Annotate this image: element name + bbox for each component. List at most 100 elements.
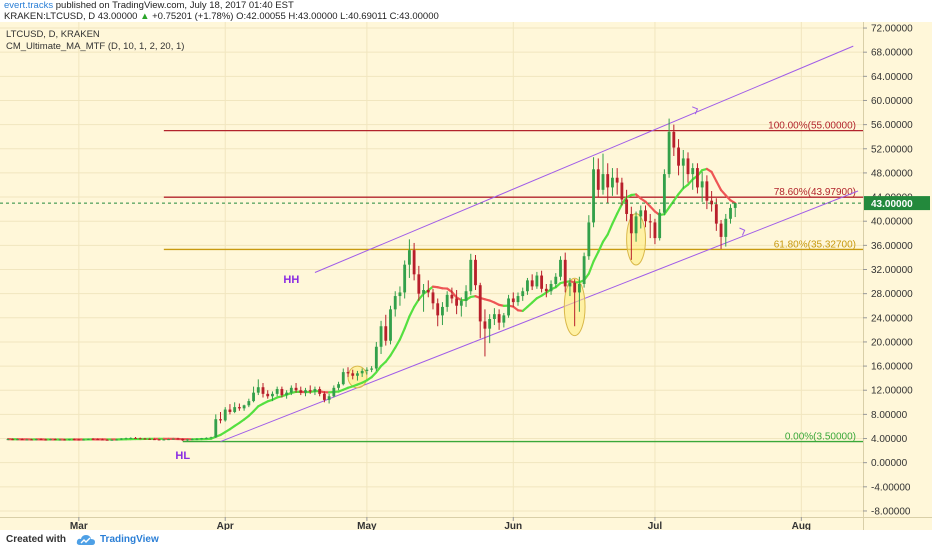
candle-body xyxy=(569,283,572,287)
candle-body xyxy=(465,291,468,301)
price-tick-label: 68.00000 xyxy=(871,48,913,59)
annotation-label: HH xyxy=(283,274,299,286)
price-axis[interactable]: 72.00000 68.00000 64.00000 60.00000 56.00000… xyxy=(863,24,913,518)
candle-body xyxy=(479,285,482,321)
candle-body xyxy=(243,405,246,408)
candle-body xyxy=(7,439,10,440)
candle-body xyxy=(484,321,487,328)
tradingview-cloud-icon[interactable] xyxy=(76,533,96,547)
candle-body xyxy=(229,410,232,412)
fib-level-label: 61.80%(35.32700) xyxy=(774,239,856,250)
price-tick-label: 56.00000 xyxy=(871,120,913,131)
tradingview-link[interactable]: TradingView xyxy=(100,534,159,545)
close-value: C:43.00000 xyxy=(390,11,439,22)
price-tick-label: 72.00000 xyxy=(871,24,913,35)
candle-body xyxy=(337,384,340,388)
candle-body xyxy=(432,292,435,303)
candle-body xyxy=(247,401,250,405)
candle-body xyxy=(30,439,33,440)
candle-body xyxy=(701,181,704,187)
candle-body xyxy=(649,221,652,222)
price-chart[interactable]: 72.00000 68.00000 64.00000 60.00000 56.00000… xyxy=(0,22,932,530)
author-link[interactable]: evert.tracks xyxy=(4,0,53,11)
up-triangle-icon: ▲ xyxy=(140,11,149,22)
price-tick-label: 32.00000 xyxy=(871,265,913,276)
candle-body xyxy=(11,439,14,440)
candle-body xyxy=(583,256,586,284)
candle-body xyxy=(526,280,529,291)
candle-body xyxy=(724,219,727,237)
candle-body xyxy=(295,388,298,390)
candle-body xyxy=(224,410,227,421)
candle-body xyxy=(677,148,680,166)
candle-body xyxy=(696,168,699,187)
candle-body xyxy=(710,201,713,205)
candle-body xyxy=(493,314,496,319)
candle-body xyxy=(644,210,647,221)
candle-body xyxy=(417,274,420,293)
candle-body xyxy=(720,224,723,237)
candle-body xyxy=(328,396,331,400)
candle-body xyxy=(630,214,633,233)
candle-body xyxy=(299,390,302,392)
candle-body xyxy=(658,213,661,238)
candle-body xyxy=(469,260,472,291)
candle-body xyxy=(559,260,562,277)
candle-body xyxy=(68,439,71,440)
candle-body xyxy=(399,292,402,296)
candle xyxy=(389,306,392,345)
candle-body xyxy=(266,394,269,396)
candle-body xyxy=(49,439,52,440)
candle-body xyxy=(21,439,24,440)
candle-body xyxy=(413,250,416,274)
candle-body xyxy=(87,439,90,440)
candle-body xyxy=(96,439,99,440)
candle-body xyxy=(73,439,76,440)
legend-symbol: LTCUSD, D, KRAKEN xyxy=(6,29,100,40)
candle-body xyxy=(148,439,151,440)
candle-body xyxy=(44,439,47,440)
candle-body xyxy=(427,290,430,292)
candle-body xyxy=(25,439,28,440)
candle-body xyxy=(639,210,642,216)
candle-body xyxy=(323,394,326,400)
candle xyxy=(658,209,661,240)
candle-body xyxy=(422,290,425,294)
candle-body xyxy=(101,439,104,440)
candle-body xyxy=(205,438,208,439)
candle-body xyxy=(210,437,213,438)
candle-body xyxy=(691,168,694,174)
candle-body xyxy=(167,439,170,440)
legend-indicator: CM_Ultimate_MA_MTF (D, 10, 1, 2, 20, 1) xyxy=(6,41,184,52)
candle-body xyxy=(365,370,368,371)
candle-body xyxy=(172,439,175,440)
candle-body xyxy=(502,315,505,322)
candle-body xyxy=(606,174,609,187)
price-tick-label: 64.00000 xyxy=(871,72,913,83)
candle-body xyxy=(578,284,581,292)
candle-body xyxy=(715,204,718,223)
price-tick-label: 4.00000 xyxy=(871,434,908,445)
chart-header: evert.tracks published on TradingView.co… xyxy=(0,0,932,22)
candle-body xyxy=(587,222,590,256)
candle-body xyxy=(403,265,406,293)
candle-body xyxy=(573,283,576,293)
candle-body xyxy=(106,440,109,441)
price-tick-label: -4.00000 xyxy=(871,482,911,493)
candle-body xyxy=(616,178,619,183)
candle-body xyxy=(554,277,557,284)
candle-body xyxy=(729,208,732,219)
candle-body xyxy=(271,394,274,396)
candle-body xyxy=(436,303,439,315)
candle-body xyxy=(380,326,383,347)
candle-body xyxy=(214,419,217,437)
candle-body xyxy=(389,309,392,340)
ohlc-line: KRAKEN:LTCUSD, D 43.00000 ▲ +0.75201 (+1… xyxy=(4,11,439,22)
time-tick-label: Aug xyxy=(792,521,811,530)
low-value: L:40.69011 xyxy=(340,11,387,22)
candle-body xyxy=(318,389,321,394)
candle-body xyxy=(195,439,198,440)
candle-body xyxy=(375,347,378,369)
candle-body xyxy=(663,174,666,213)
price-tick-label: 40.00000 xyxy=(871,217,913,228)
